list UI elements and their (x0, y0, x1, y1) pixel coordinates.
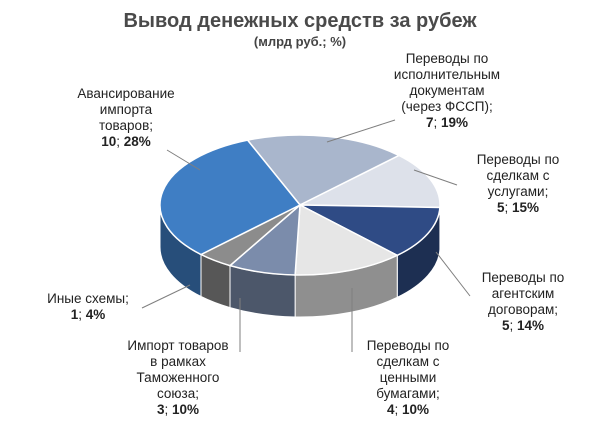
chart-subtitle: (млрд руб.; %) (254, 34, 346, 49)
separator: ; (394, 402, 402, 417)
label-line: Иные схемы; (47, 291, 129, 306)
label-line: Переводы по (406, 51, 489, 66)
slice-label-customs-union-import: Импорт товаров в рамках Таможенного союза; 3… (127, 338, 228, 417)
label-line: в рамках (150, 354, 206, 369)
leader-line-agency-contracts (435, 251, 471, 297)
label-line: импорта (100, 102, 153, 117)
chart-title: Вывод денежных средств за рубеж (123, 10, 477, 32)
slice-percent: 15% (512, 200, 539, 215)
pie-slice-agency-contracts (299, 204, 441, 257)
slice-label-fssp-transfers: Переводы по исполнительным документам (чере… (394, 51, 500, 130)
slice-value: 4 (387, 402, 395, 417)
label-line: (через ФССП); (401, 99, 492, 114)
slice-label-services-deals: Переводы по сделкам с услугами; 5; 15% (477, 152, 560, 215)
label-line: товаров; (99, 118, 153, 133)
label-line: сделкам с (376, 354, 439, 369)
value-percent-line: 1; 4% (71, 307, 106, 322)
slice-label-agency-contracts: Переводы по агентским договорам; 5; 14% (482, 270, 565, 333)
slice-label-other-schemes: Иные схемы; 1; 4% (47, 291, 129, 322)
separator: ; (78, 307, 86, 322)
slice-percent: 14% (517, 318, 544, 333)
leader-line-services-deals (413, 169, 458, 186)
slice-label-securities-deals: Переводы по сделкам с ценными бумагами; 4; 1… (367, 338, 450, 417)
pie-tops (159, 134, 441, 276)
slice-value: 10 (101, 134, 116, 149)
slice-value: 5 (502, 318, 510, 333)
value-percent-line: 5; 14% (502, 318, 544, 333)
slice-label-import-advance: Авансирование импорта товаров; 10; 28% (77, 86, 174, 149)
leader-line-other-schemes (141, 284, 191, 309)
label-line: Переводы по (482, 270, 565, 285)
label-line: договорам; (488, 302, 558, 317)
separator: ; (509, 318, 517, 333)
leader-line-fssp-transfers (326, 119, 396, 143)
label-line: союза; (157, 386, 199, 401)
label-line: исполнительным (394, 67, 500, 82)
leader-line-import-advance (166, 149, 201, 171)
slice-value: 7 (426, 115, 434, 130)
slice-value: 1 (71, 307, 79, 322)
label-line: Переводы по (367, 338, 450, 353)
separator: ; (116, 134, 124, 149)
label-line: агентским (492, 286, 555, 301)
label-line: Таможенного (137, 370, 220, 385)
slice-percent: 19% (441, 115, 468, 130)
value-percent-line: 10; 28% (101, 134, 151, 149)
pie-slice-securities-deals (294, 203, 399, 276)
separator: ; (164, 402, 172, 417)
value-percent-line: 4; 10% (387, 402, 429, 417)
slice-percent: 10% (172, 402, 199, 417)
value-percent-line: 5; 15% (497, 200, 539, 215)
pie-slice-fssp-transfers (246, 134, 401, 206)
label-line: ценными (380, 370, 437, 385)
slice-percent: 10% (402, 402, 429, 417)
pie-slice-import-advance (159, 139, 302, 256)
label-line: услугами; (488, 184, 549, 199)
pie-slice-services-deals (299, 154, 441, 209)
separator: ; (433, 115, 441, 130)
slice-labels: Переводы по исполнительным документам (чере… (47, 51, 564, 417)
label-line: Авансирование (77, 86, 174, 101)
label-line: Импорт товаров (127, 338, 228, 353)
label-line: бумагами; (376, 386, 440, 401)
value-percent-line: 7; 19% (426, 115, 468, 130)
label-line: документам (409, 83, 484, 98)
value-percent-line: 3; 10% (157, 402, 199, 417)
label-line: сделкам с (486, 168, 549, 183)
leader-lines (141, 119, 471, 352)
label-line: Переводы по (477, 152, 560, 167)
slice-value: 3 (157, 402, 165, 417)
slice-percent: 28% (124, 134, 151, 149)
slice-value: 5 (497, 200, 505, 215)
separator: ; (504, 200, 512, 215)
slice-percent: 4% (86, 307, 106, 322)
